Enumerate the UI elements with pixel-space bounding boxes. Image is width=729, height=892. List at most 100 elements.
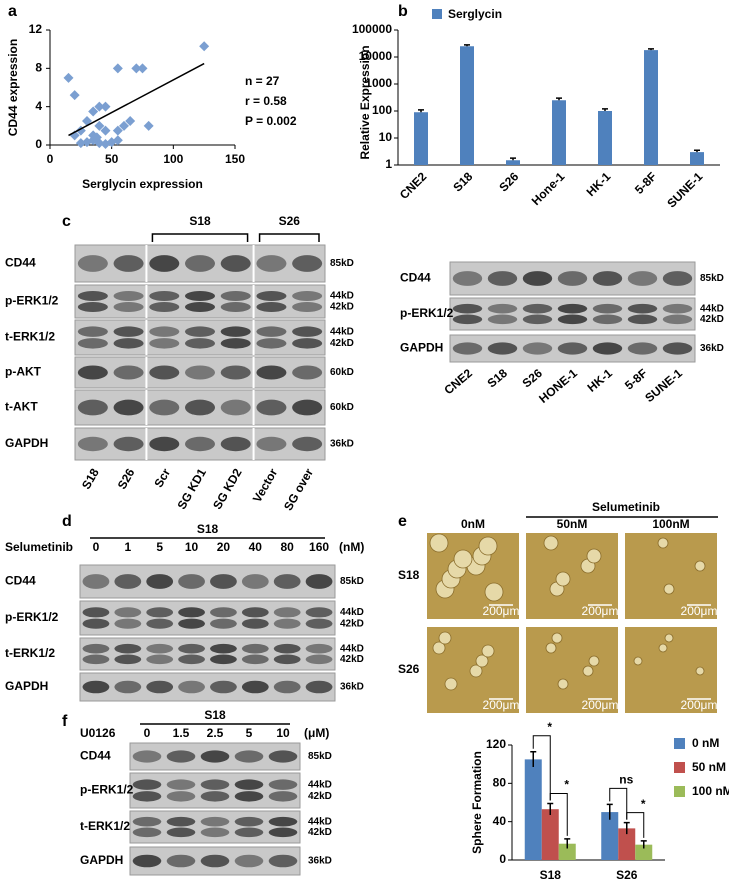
row-label: p-ERK1/2 [5, 610, 59, 624]
y-tick-label: 1 [385, 157, 392, 171]
sphere [545, 642, 557, 654]
blot-band [146, 680, 174, 694]
blot-band [77, 399, 108, 416]
blot-band [292, 326, 323, 337]
x-tick-label: HK-1 [584, 169, 614, 199]
y-axis-label: Sphere Formation [470, 751, 484, 854]
blot-band [82, 680, 110, 694]
bar [552, 100, 566, 165]
kd-label: 60kD [330, 402, 354, 413]
blot-band [256, 291, 287, 301]
blot-band [114, 574, 142, 589]
blot-band [200, 854, 230, 868]
bar [460, 46, 474, 166]
blot-band [452, 303, 483, 314]
blot-band [113, 302, 144, 312]
lane-label: Scr [151, 466, 173, 490]
group-label: S18 [189, 214, 211, 228]
row-label: p-AKT [5, 365, 42, 379]
row-label: S18 [398, 568, 420, 582]
blot-band [557, 314, 588, 325]
x-tick-label: S26 [616, 868, 638, 882]
sphere [543, 535, 559, 551]
point [94, 101, 105, 112]
blot-band [268, 816, 298, 827]
error-bar [556, 97, 562, 101]
blot-band [627, 314, 658, 325]
blot-band [210, 643, 237, 654]
blot-band [82, 643, 110, 654]
blot-band [185, 436, 215, 452]
blot-strip [79, 637, 336, 671]
row-label: GAPDH [5, 436, 48, 450]
blot-band [273, 680, 301, 694]
blot-band [268, 854, 298, 868]
header: S18 [204, 708, 226, 722]
blot-band [114, 654, 142, 665]
sphere [586, 548, 602, 564]
sphere [633, 656, 643, 666]
blot-band [305, 680, 333, 694]
error-bar [564, 838, 571, 849]
blot-band [178, 607, 205, 618]
panel-label: b [398, 3, 408, 20]
blot-band [220, 302, 251, 312]
point [94, 120, 105, 131]
blot-band [146, 618, 174, 629]
column-label: 100nM [652, 517, 689, 531]
blot-band [114, 680, 142, 694]
legend-swatch [432, 9, 442, 19]
row-label: p-ERK1/2 [400, 306, 454, 320]
annotation: P = 0.002 [245, 114, 297, 128]
x-tick-label: CNE2 [397, 169, 430, 202]
blot-band [149, 365, 180, 380]
kd-label: 42kD [700, 314, 724, 325]
blot-band [185, 365, 215, 380]
blot-strip [449, 297, 696, 331]
blot-band [149, 436, 180, 452]
x-axis-label: Serglycin expression [82, 177, 203, 191]
blot-band [178, 654, 205, 665]
blot-band [210, 618, 237, 629]
blot-band [487, 342, 518, 355]
y-tick-label: 120 [486, 737, 506, 751]
dose-label: 1 [124, 540, 131, 554]
blot-band [452, 314, 483, 325]
lane-label: S26 [115, 466, 138, 492]
blot-band [113, 291, 144, 301]
unit-label: (nM) [339, 540, 364, 554]
blot-band [662, 314, 693, 325]
blot-strip [79, 600, 336, 636]
blot-band [627, 271, 658, 286]
x-tick-label: S18 [540, 868, 562, 882]
legend-label: Serglycin [448, 7, 502, 21]
blot-band [77, 326, 108, 337]
x-tick-label: 50 [105, 152, 119, 166]
blot-band [592, 342, 623, 355]
scale-label: 200μm [582, 698, 619, 712]
blot-band [241, 654, 269, 665]
blot-band [273, 607, 301, 618]
blot-strip [129, 810, 301, 844]
kd-label: 36kD [700, 343, 724, 354]
blot-band [149, 302, 180, 312]
blot-band [220, 436, 251, 452]
sphere [663, 583, 675, 595]
point [88, 106, 99, 117]
blot-band [557, 271, 588, 286]
sphere [444, 677, 458, 691]
blot-band [662, 342, 693, 355]
blot-band [268, 791, 298, 802]
bar [524, 759, 542, 860]
y-tick-label: 12 [29, 22, 43, 36]
y-tick-label: 0 [35, 137, 42, 151]
y-tick-label: 10000 [359, 49, 393, 63]
sphere [582, 665, 594, 677]
row-label: GAPDH [400, 341, 443, 355]
point [143, 120, 154, 131]
point [100, 101, 111, 112]
x-tick-label: S18 [450, 169, 475, 194]
blot-band [292, 436, 323, 452]
bar [598, 111, 612, 165]
